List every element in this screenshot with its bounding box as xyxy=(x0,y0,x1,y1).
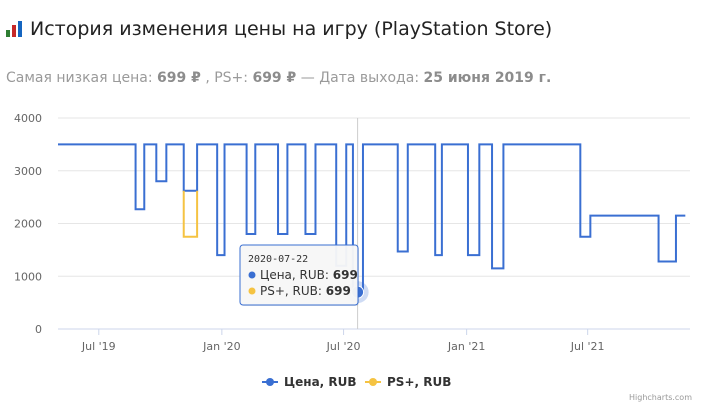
release-date-value: 25 июня 2019 г. xyxy=(423,70,552,86)
lowest-price-value: 699 ₽ xyxy=(157,70,201,86)
ps-plus-value: 699 ₽ xyxy=(252,70,297,86)
legend-item-ps-plus[interactable]: PS+, RUB xyxy=(365,375,451,389)
bar-chart-icon xyxy=(6,21,22,37)
y-tick-label: 4000 xyxy=(14,112,42,125)
legend-label: PS+, RUB xyxy=(387,375,451,389)
y-tick-label: 0 xyxy=(35,323,42,336)
x-tick-label: Jul '19 xyxy=(81,340,116,353)
legend: Цена, RUB PS+, RUB xyxy=(262,375,451,389)
x-tick-label: Jul '21 xyxy=(570,340,605,353)
y-tick-label: 1000 xyxy=(14,270,42,283)
tooltip-box xyxy=(239,244,359,306)
tooltip-row: Цена, RUB: 699 xyxy=(260,268,358,282)
legend-marker xyxy=(369,378,377,386)
tooltip-row-value: 699 xyxy=(326,284,351,298)
price-summary: Самая низкая цена: 699 ₽ , PS+: 699 ₽ — … xyxy=(6,70,551,86)
tooltip-row: PS+, RUB: 699 xyxy=(260,284,351,298)
release-date-label: — Дата выхода: xyxy=(300,70,420,86)
chart-title: История изменения цены на игру (PlayStat… xyxy=(6,18,552,40)
tooltip-row-label: PS+, RUB: xyxy=(260,284,326,298)
x-tick-label: Jul '20 xyxy=(326,340,361,353)
tooltip-date: 2020-07-22 xyxy=(248,254,308,265)
tooltip-row-label: Цена, RUB: xyxy=(260,268,333,282)
series-line-ps-plus xyxy=(182,190,199,238)
y-tick-label: 3000 xyxy=(14,165,42,178)
legend-label: Цена, RUB xyxy=(284,375,357,389)
series-line-price xyxy=(58,143,686,294)
y-tick-label: 2000 xyxy=(14,218,42,231)
x-tick-label: Jan '20 xyxy=(202,340,240,353)
ps-plus-label: , PS+: xyxy=(205,70,248,86)
lowest-price-label: Самая низкая цена: xyxy=(6,70,153,86)
tooltip-series-dot xyxy=(248,271,256,279)
tooltip-series-dot xyxy=(248,287,256,295)
tooltip-row-value: 699 xyxy=(333,268,358,282)
legend-item-price[interactable]: Цена, RUB xyxy=(262,375,357,389)
chart-title-text: История изменения цены на игру (PlayStat… xyxy=(30,18,553,40)
x-tick-label: Jan '21 xyxy=(447,340,485,353)
credits-link[interactable]: Highcharts.com xyxy=(629,393,692,402)
legend-marker xyxy=(266,378,274,386)
